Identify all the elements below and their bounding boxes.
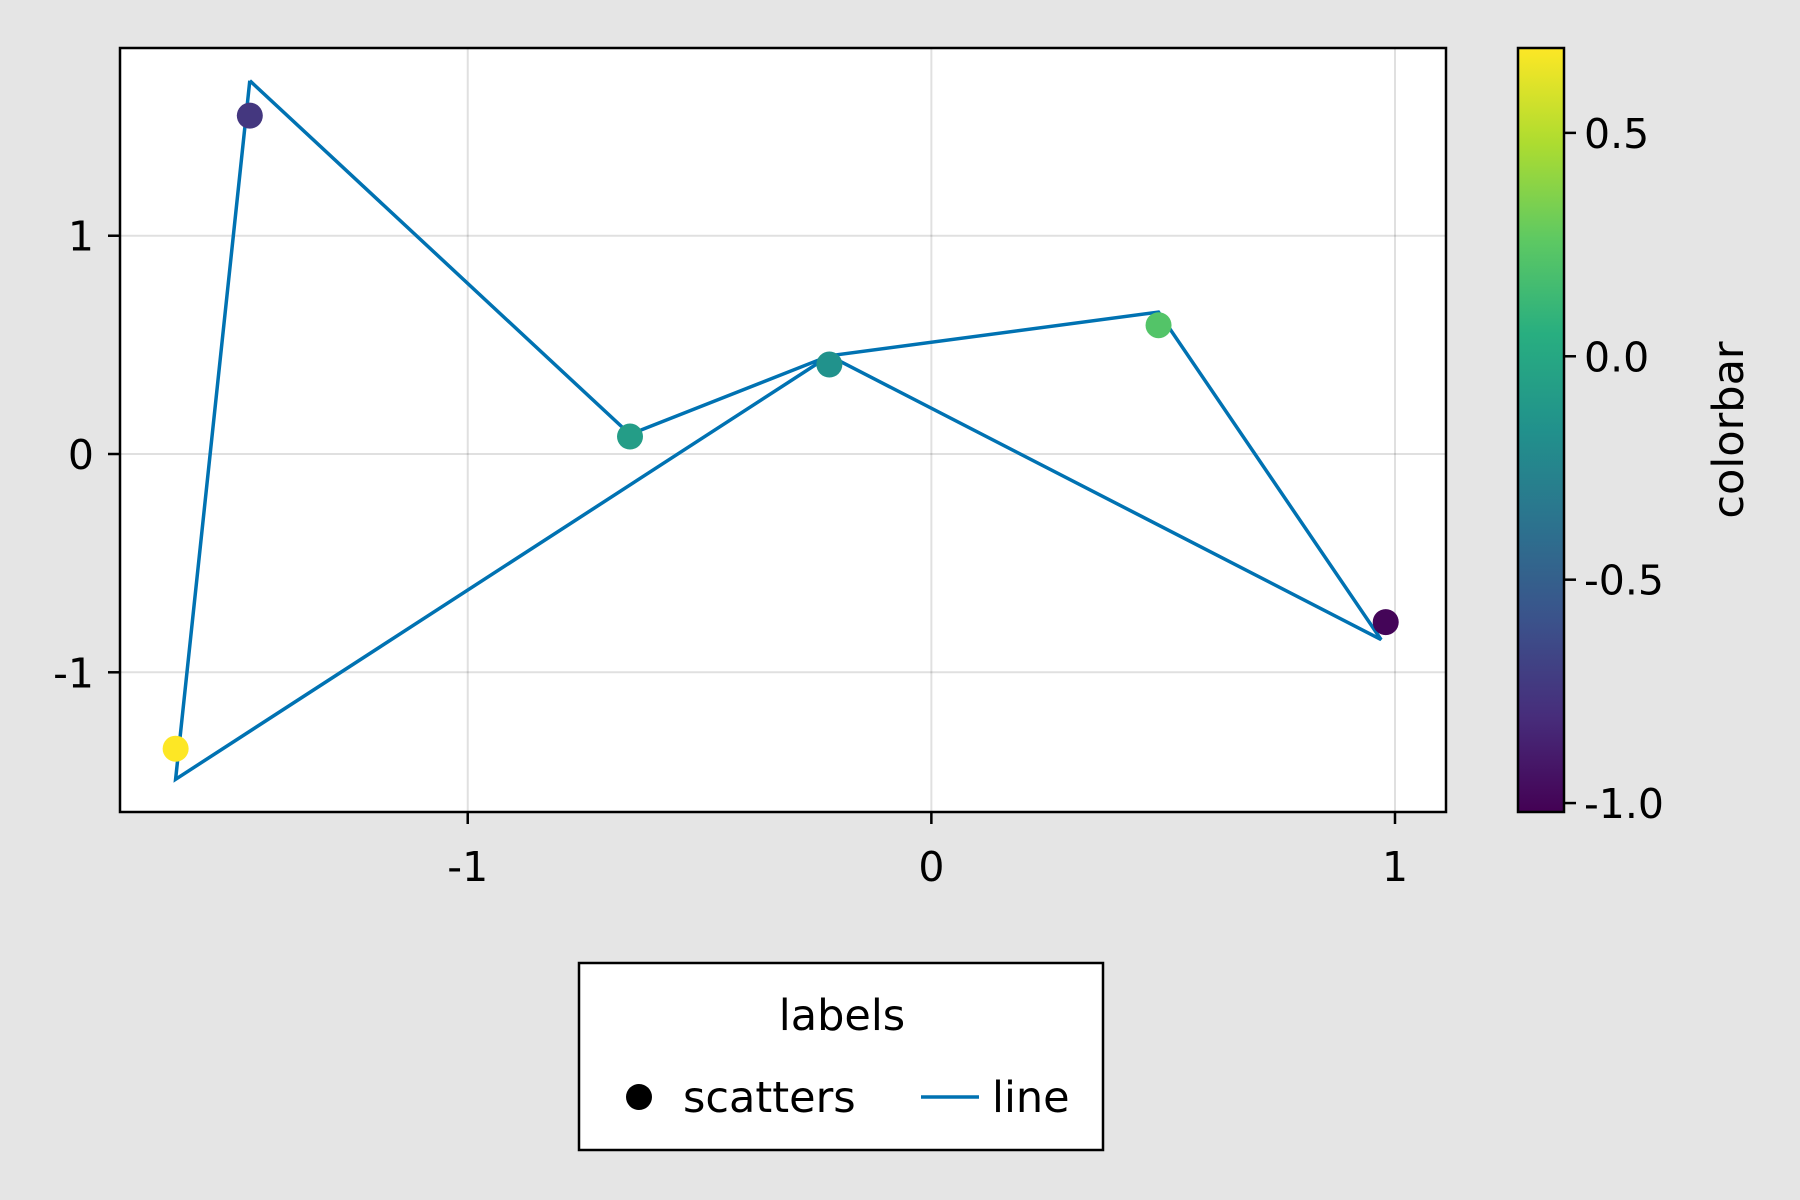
scatter-point (816, 351, 843, 378)
y-tick-label: -1 (53, 649, 94, 697)
colorbar-tick-label: 0.5 (1584, 110, 1649, 158)
scatter-point (236, 102, 263, 129)
legend-marker-scatters (626, 1084, 652, 1110)
x-tick-label: -1 (447, 843, 488, 891)
scatter-point (1145, 312, 1172, 339)
scatter-point (162, 735, 189, 762)
y-tick-label: 0 (68, 431, 94, 479)
colorbar (1516, 46, 1566, 814)
plot-frame (118, 46, 1448, 814)
y-axis: -1 0 1 (53, 213, 120, 697)
scatter-point (617, 423, 643, 450)
legend-box (577, 961, 1105, 1152)
colorbar-label: colorbar (1704, 341, 1754, 519)
colorbar-tick-label: -1.0 (1584, 780, 1664, 828)
legend-label-scatters: scatters (683, 1073, 856, 1123)
x-tick-label: 1 (1382, 843, 1408, 891)
colorbar-tick-label: -0.5 (1584, 557, 1664, 605)
legend-title: labels (779, 991, 905, 1041)
x-axis: -1 0 1 (447, 812, 1408, 891)
series-line (173, 79, 1383, 783)
colorbar-axis: -1.0 -0.5 0.0 0.5 (1564, 110, 1664, 828)
x-tick-label: 0 (918, 843, 944, 891)
scatter-point (1372, 609, 1399, 636)
legend-label-line: line (992, 1073, 1070, 1123)
scatter-series (162, 102, 1399, 762)
y-tick-label: 1 (68, 213, 94, 261)
colorbar-tick-label: 0.0 (1584, 333, 1649, 381)
plot-area (120, 48, 1446, 812)
legend: labels scatters line (577, 961, 1105, 1152)
line-series (173, 79, 1383, 783)
